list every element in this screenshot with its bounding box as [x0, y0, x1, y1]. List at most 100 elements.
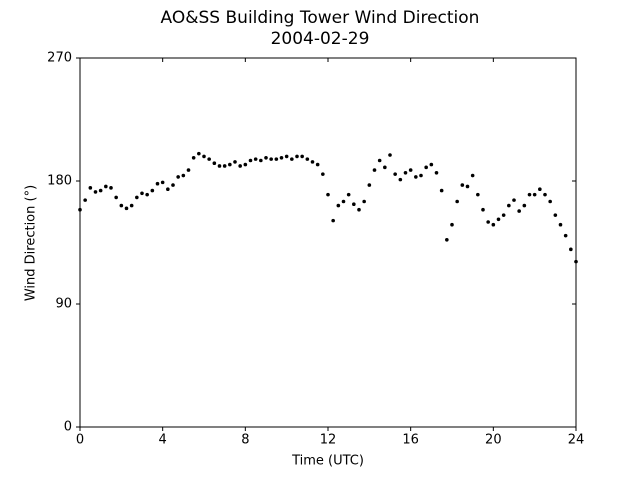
data-point [259, 158, 263, 163]
data-point [357, 207, 361, 212]
data-point [150, 188, 155, 193]
data-point [352, 202, 356, 207]
data-point [362, 199, 366, 204]
data-point [248, 158, 253, 163]
data-point [434, 171, 439, 175]
data-point [98, 188, 103, 193]
data-point [140, 191, 144, 196]
data-point [93, 190, 98, 194]
data-point [408, 168, 413, 172]
data-point [202, 154, 206, 159]
data-point [486, 220, 490, 224]
data-point [160, 180, 165, 185]
data-point [109, 186, 113, 190]
data-point [145, 192, 149, 197]
data-point [491, 222, 496, 227]
data-point [310, 160, 315, 164]
x-tick-label: 8 [241, 433, 249, 448]
data-point [253, 157, 258, 161]
data-point [460, 183, 465, 187]
data-point [341, 199, 346, 204]
x-tick-label: 20 [485, 433, 502, 448]
y-tick-label: 180 [47, 174, 72, 189]
data-point [300, 154, 304, 159]
data-point [414, 175, 418, 179]
data-point [326, 192, 330, 197]
data-point [171, 183, 175, 187]
data-point [424, 165, 428, 170]
data-point [238, 164, 242, 168]
x-tick-label: 24 [568, 433, 585, 448]
data-point [217, 164, 222, 168]
data-point [501, 213, 506, 217]
data-point [181, 173, 186, 178]
data-point [507, 203, 511, 208]
data-point [284, 154, 289, 159]
data-point [104, 184, 108, 189]
data-point [279, 155, 284, 160]
data-point [243, 162, 248, 167]
data-point [78, 207, 82, 212]
data-point [186, 168, 191, 172]
data-point [207, 157, 211, 161]
data-point [465, 184, 470, 189]
data-point [336, 203, 341, 208]
data-point [450, 222, 454, 227]
data-point [83, 198, 87, 202]
chart-subtitle: 2004-02-29 [271, 29, 370, 49]
data-point [124, 206, 129, 211]
data-point [419, 173, 423, 178]
data-point [233, 160, 237, 164]
data-point [377, 158, 382, 163]
data-point [212, 161, 217, 166]
data-point [445, 237, 449, 242]
data-point [295, 154, 299, 159]
data-point [476, 192, 480, 197]
data-point [496, 217, 501, 222]
data-point [553, 213, 558, 217]
data-point [470, 173, 475, 178]
x-tick-label: 16 [402, 433, 419, 448]
data-point [563, 233, 568, 238]
data-point [321, 172, 325, 176]
data-point [383, 165, 387, 170]
x-axis-label: Time (UTC) [291, 454, 364, 469]
data-point [88, 186, 93, 190]
y-tick-label: 90 [55, 297, 72, 312]
data-point [129, 203, 134, 208]
data-point [197, 151, 201, 156]
data-point [517, 209, 521, 213]
data-point [367, 183, 372, 187]
data-point [228, 162, 232, 167]
data-point [393, 172, 397, 176]
y-tick-label: 270 [47, 51, 72, 66]
data-point [455, 199, 459, 204]
data-point [305, 157, 310, 161]
x-tick-label: 0 [76, 433, 84, 448]
data-point [574, 259, 578, 264]
data-point [264, 155, 268, 160]
data-point [191, 155, 196, 160]
data-point [543, 192, 547, 197]
data-point [269, 157, 273, 161]
data-point [222, 164, 227, 168]
data-point [538, 187, 542, 191]
data-point [548, 199, 552, 204]
data-point [398, 177, 403, 182]
data-point [388, 153, 392, 157]
data-point [119, 203, 124, 208]
data-point [155, 181, 160, 186]
chart-title: AO&SS Building Tower Wind Direction [161, 8, 480, 28]
data-point [166, 187, 170, 191]
data-point [522, 203, 527, 208]
x-tick-label: 4 [159, 433, 167, 448]
data-point [569, 247, 573, 252]
data-point [512, 198, 516, 202]
data-point [346, 192, 351, 197]
data-point [439, 188, 444, 193]
data-point [403, 171, 408, 175]
data-point [372, 168, 377, 172]
y-axis-label: Wind Direction (°) [24, 185, 39, 301]
